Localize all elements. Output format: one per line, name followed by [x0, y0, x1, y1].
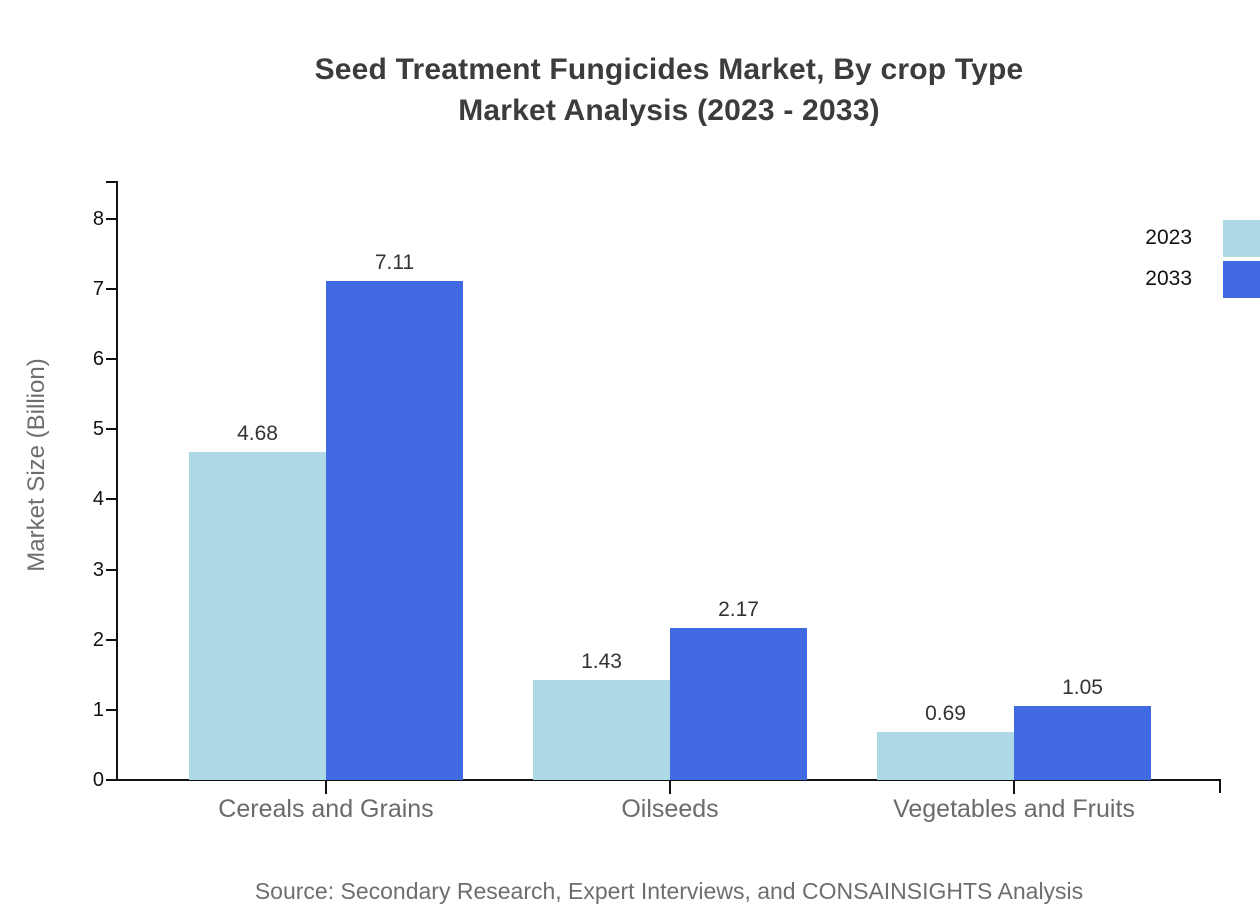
y-tick [106, 358, 118, 360]
bar-2033-3 [1014, 706, 1151, 780]
x-tick [325, 781, 327, 794]
legend: 2023 2033 [1145, 219, 1260, 298]
legend-label: 2033 [1145, 267, 1192, 290]
y-tick-label: 1 [92, 699, 104, 721]
bar-2033-2 [670, 628, 807, 780]
y-axis-endcap [106, 181, 118, 183]
y-tick-label: 2 [92, 629, 104, 651]
y-tick [106, 709, 118, 711]
bar-2033-1 [326, 281, 463, 780]
y-axis [116, 181, 118, 781]
y-tick [106, 428, 118, 430]
x-axis-endcap [1219, 779, 1221, 793]
value-label: 0.69 [925, 702, 966, 725]
source-note: Source: Secondary Research, Expert Inter… [254, 878, 1084, 904]
y-tick-label: 4 [92, 488, 104, 510]
value-label: 4.68 [237, 422, 278, 445]
chart-title: Seed Treatment Fungicides Market, By cro… [118, 49, 1220, 131]
y-tick [106, 498, 118, 500]
y-tick [106, 569, 118, 571]
x-tick [1013, 781, 1015, 794]
x-axis [116, 779, 1221, 781]
legend-label: 2023 [1145, 226, 1192, 249]
value-label: 1.05 [1062, 676, 1103, 699]
category-label: Cereals and Grains [218, 795, 434, 823]
y-tick-label: 5 [92, 418, 104, 440]
value-label: 7.11 [374, 251, 415, 274]
category-label: Oilseeds [621, 795, 719, 823]
y-tick-label: 6 [92, 348, 104, 370]
bar-2023-1 [189, 452, 326, 780]
legend-swatch-2033 [1223, 260, 1260, 298]
y-tick [106, 779, 118, 781]
chart-title-line2: Market Analysis (2023 - 2033) [458, 94, 880, 127]
legend-item-2033: 2033 [1145, 260, 1260, 298]
category-label: Vegetables and Fruits [893, 795, 1135, 823]
value-label: 2.17 [718, 598, 759, 621]
chart-title-line1: Seed Treatment Fungicides Market, By cro… [314, 53, 1024, 86]
bar-2023-3 [877, 732, 1014, 780]
y-tick [106, 639, 118, 641]
y-tick-label: 8 [92, 208, 104, 230]
y-tick-label: 3 [92, 559, 104, 581]
legend-swatch-2023 [1223, 219, 1260, 257]
x-tick [669, 781, 671, 794]
y-tick [106, 288, 118, 290]
value-label: 1.43 [581, 650, 622, 673]
y-tick-label: 7 [92, 278, 104, 300]
y-tick-label: 0 [92, 769, 104, 791]
bar-2023-2 [533, 680, 670, 780]
y-axis-title: Market Size (Billion) [23, 358, 50, 572]
legend-item-2023: 2023 [1145, 219, 1260, 257]
y-tick [106, 218, 118, 220]
